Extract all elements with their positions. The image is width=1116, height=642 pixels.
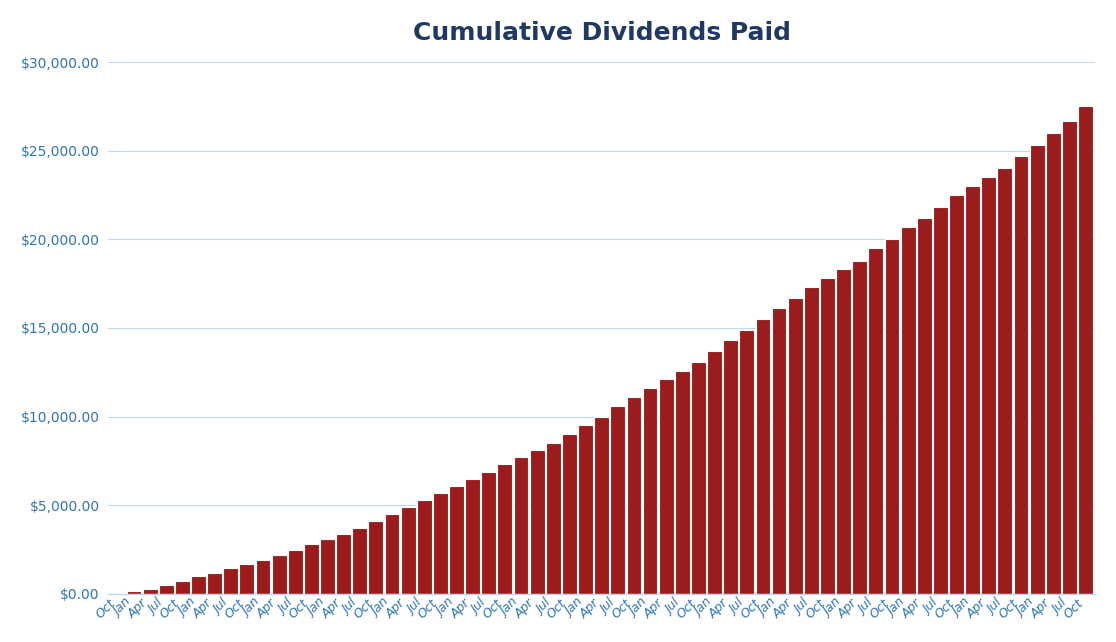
Bar — [965, 186, 980, 594]
Bar — [675, 370, 690, 594]
Bar — [417, 500, 432, 594]
Bar — [771, 308, 787, 594]
Bar — [804, 287, 819, 594]
Bar — [594, 417, 609, 594]
Bar — [223, 568, 238, 594]
Bar — [885, 239, 899, 594]
Bar — [368, 521, 383, 594]
Bar — [981, 177, 997, 594]
Bar — [208, 573, 222, 594]
Bar — [465, 479, 480, 594]
Bar — [562, 435, 577, 594]
Bar — [868, 248, 883, 594]
Bar — [385, 514, 400, 594]
Bar — [158, 585, 174, 594]
Bar — [1013, 156, 1029, 594]
Bar — [336, 534, 352, 594]
Bar — [643, 388, 657, 594]
Bar — [353, 528, 367, 594]
Bar — [691, 361, 705, 594]
Bar — [756, 319, 770, 594]
Bar — [320, 539, 335, 594]
Bar — [481, 472, 497, 594]
Bar — [513, 457, 529, 594]
Bar — [626, 397, 642, 594]
Title: Cumulative Dividends Paid: Cumulative Dividends Paid — [413, 21, 790, 45]
Bar — [901, 227, 915, 594]
Bar — [288, 550, 302, 594]
Bar — [1078, 107, 1093, 594]
Bar — [304, 544, 319, 594]
Bar — [836, 270, 852, 594]
Bar — [1046, 133, 1060, 594]
Bar — [433, 493, 448, 594]
Bar — [191, 576, 205, 594]
Bar — [788, 298, 802, 594]
Bar — [658, 379, 674, 594]
Bar — [498, 465, 512, 594]
Bar — [723, 340, 738, 594]
Bar — [820, 279, 835, 594]
Bar — [853, 261, 867, 594]
Bar — [449, 486, 464, 594]
Bar — [610, 406, 625, 594]
Bar — [1062, 121, 1077, 594]
Bar — [143, 589, 157, 594]
Bar — [740, 330, 754, 594]
Bar — [708, 351, 722, 594]
Bar — [949, 195, 964, 594]
Bar — [240, 564, 254, 594]
Bar — [1030, 145, 1045, 594]
Bar — [546, 443, 560, 594]
Bar — [578, 426, 593, 594]
Bar — [401, 507, 415, 594]
Bar — [126, 591, 142, 594]
Bar — [175, 580, 190, 594]
Bar — [271, 555, 287, 594]
Bar — [917, 218, 932, 594]
Bar — [530, 450, 545, 594]
Bar — [933, 207, 947, 594]
Bar — [256, 560, 270, 594]
Bar — [110, 593, 125, 594]
Bar — [998, 168, 1012, 594]
